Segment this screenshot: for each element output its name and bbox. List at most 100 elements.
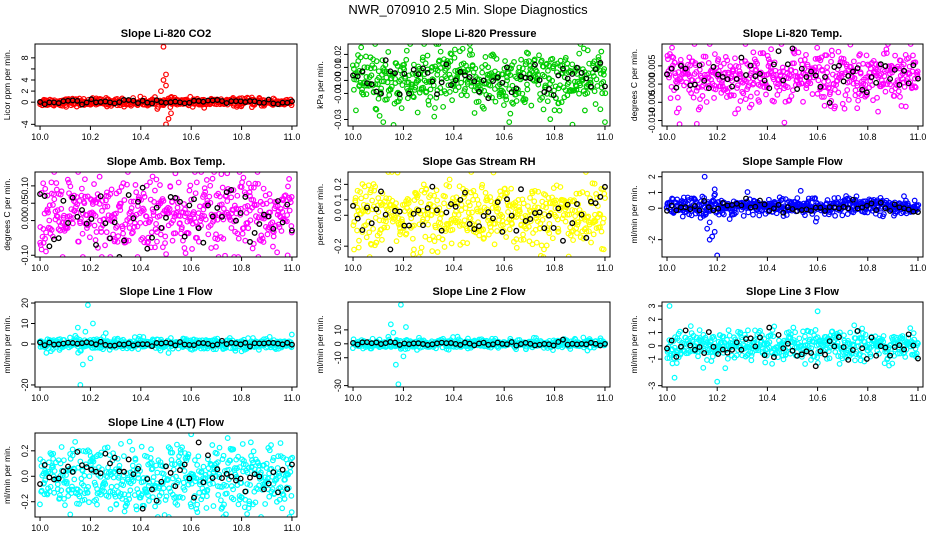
reference-point xyxy=(130,97,137,104)
plot-frame xyxy=(661,43,924,127)
data-point xyxy=(855,97,862,104)
data-point xyxy=(272,203,279,210)
data-point xyxy=(255,180,261,187)
data-point xyxy=(520,236,527,243)
reference-point xyxy=(480,339,487,346)
reference-point xyxy=(761,77,768,84)
data-point xyxy=(379,236,385,243)
data-point xyxy=(248,184,254,191)
data-point xyxy=(561,74,568,81)
data-point xyxy=(216,210,222,217)
data-point xyxy=(684,194,691,201)
reference-point xyxy=(569,220,576,227)
data-point xyxy=(400,221,406,228)
reference-point xyxy=(770,61,777,68)
data-points xyxy=(663,44,921,126)
y-tick-label: 20 xyxy=(20,298,30,308)
data-point xyxy=(446,183,453,190)
data-point xyxy=(47,225,54,232)
data-point xyxy=(359,86,365,93)
reference-point xyxy=(219,213,225,220)
reference-point xyxy=(457,341,464,348)
reference-point xyxy=(289,341,295,348)
outlier-point xyxy=(701,173,708,180)
y-axis-label: kPa per min. xyxy=(315,61,325,109)
x-tick-label: 10.6 xyxy=(182,132,200,142)
data-point xyxy=(450,195,456,202)
data-point xyxy=(367,65,374,72)
plot-frame xyxy=(347,43,611,127)
data-point xyxy=(264,231,271,238)
data-point xyxy=(797,187,804,194)
data-point xyxy=(807,80,814,87)
reference-point xyxy=(752,73,759,80)
reference-point xyxy=(476,88,482,95)
data-point xyxy=(202,216,209,223)
data-point xyxy=(874,66,880,73)
outlier-point xyxy=(90,320,96,327)
data-point xyxy=(40,180,47,187)
data-point xyxy=(192,190,199,197)
data-point xyxy=(201,191,207,198)
y-tick-label: -0.01 xyxy=(333,83,343,104)
x-tick-label: 10.6 xyxy=(182,393,200,403)
data-point xyxy=(475,201,482,208)
data-point xyxy=(451,211,458,218)
reference-point xyxy=(125,340,132,347)
data-point xyxy=(711,95,717,101)
data-point xyxy=(482,54,489,60)
data-point xyxy=(59,220,66,226)
data-point xyxy=(730,68,737,74)
data-point xyxy=(719,77,726,84)
reference-point xyxy=(466,221,473,227)
reference-point xyxy=(536,209,543,216)
data-point xyxy=(393,200,399,207)
data-point xyxy=(533,68,540,75)
data-point xyxy=(458,79,465,86)
data-point xyxy=(687,323,694,330)
data-point xyxy=(395,215,402,222)
data-point xyxy=(547,116,554,123)
reference-point xyxy=(784,61,791,68)
panel-title: Slope Li-820 Pressure xyxy=(422,28,537,40)
data-point xyxy=(58,205,65,212)
data-point xyxy=(121,197,128,203)
data-point xyxy=(675,105,682,112)
reference-point xyxy=(102,220,109,227)
data-point xyxy=(352,194,359,201)
reference-point xyxy=(396,208,403,215)
data-point xyxy=(267,198,274,204)
y-tick-label: -0.010 xyxy=(647,108,657,134)
reference-point xyxy=(443,61,450,68)
data-point xyxy=(667,95,674,102)
data-point xyxy=(452,87,459,94)
reference-point xyxy=(284,201,291,208)
data-point xyxy=(429,248,436,254)
reference-point xyxy=(158,224,165,231)
data-point xyxy=(824,69,831,76)
data-point xyxy=(113,210,119,217)
data-point xyxy=(732,110,738,117)
data-point xyxy=(472,65,479,72)
reference-point xyxy=(508,339,515,345)
data-point xyxy=(508,185,515,192)
data-point xyxy=(149,173,156,180)
data-point xyxy=(477,207,484,214)
data-point xyxy=(570,237,576,244)
data-point xyxy=(354,227,360,234)
reference-point xyxy=(135,100,141,107)
data-point xyxy=(350,86,357,93)
data-point xyxy=(781,119,788,126)
data-point xyxy=(839,100,846,107)
data-point xyxy=(809,91,816,97)
reference-point xyxy=(65,220,71,226)
data-point xyxy=(136,333,143,340)
data-point xyxy=(829,52,836,59)
reference-point xyxy=(93,341,99,348)
data-point xyxy=(351,218,358,225)
y-tick-label: 0.005 xyxy=(647,55,657,78)
data-point xyxy=(673,360,680,366)
data-point xyxy=(462,205,469,212)
data-point xyxy=(183,210,189,217)
reference-point xyxy=(186,202,193,209)
